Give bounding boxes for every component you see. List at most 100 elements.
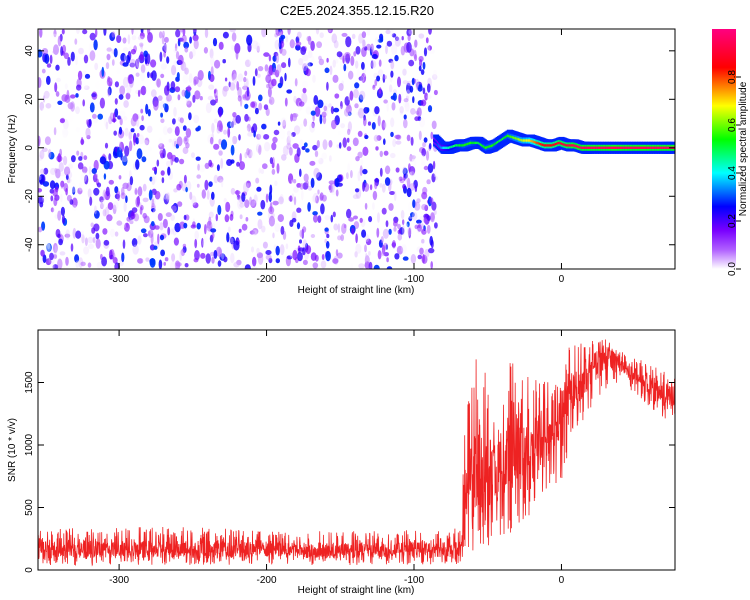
colorbar-tick-label: 0.2 [727, 214, 738, 228]
heatmap-cell [269, 201, 273, 213]
heatmap-cell [420, 99, 427, 107]
heatmap-cell [231, 32, 237, 42]
heatmap-cell [78, 181, 83, 192]
heatmap-cell [376, 75, 381, 82]
y-tick-label: -20 [24, 189, 35, 204]
heatmap-cell [123, 222, 130, 232]
heatmap-cell [328, 29, 332, 33]
heatmap-cell [179, 29, 184, 33]
heatmap-cell [256, 186, 262, 192]
heatmap-cell [150, 59, 157, 68]
heatmap-cell [83, 54, 89, 64]
heatmap-cell [126, 84, 132, 94]
heatmap-cell [302, 247, 306, 256]
heatmap-cell [376, 135, 382, 141]
y-tick-label: 0 [24, 145, 35, 151]
y-tick-label: 0 [24, 567, 35, 573]
heatmap-cell [116, 146, 122, 158]
heatmap-cell [54, 245, 58, 256]
heatmap-cell [379, 150, 383, 158]
heatmap-cell [171, 204, 177, 210]
heatmap-cell [335, 249, 339, 257]
heatmap-cell [60, 193, 63, 203]
heatmap-cell [265, 250, 272, 255]
heatmap-cell [386, 257, 389, 263]
heatmap-cell [307, 185, 313, 191]
heatmap-cell [152, 167, 158, 171]
heatmap-cell [410, 155, 417, 160]
heatmap-cell [406, 177, 411, 189]
heatmap-cell [408, 215, 413, 222]
heatmap-cell [145, 103, 149, 115]
heatmap-cell [132, 113, 139, 122]
heatmap-cell [284, 97, 288, 107]
heatmap-cell [381, 183, 386, 193]
heatmap-cell [84, 73, 91, 79]
heatmap-cell [424, 92, 428, 101]
heatmap-cell [89, 102, 95, 113]
heatmap-cell [216, 164, 220, 172]
heatmap-cell [60, 181, 64, 189]
heatmap-cell [246, 183, 252, 188]
heatmap-cell [218, 107, 222, 118]
heatmap-cell [49, 180, 56, 190]
heatmap-cell [372, 136, 375, 148]
heatmap-cell [265, 193, 269, 203]
heatmap-cell [70, 101, 75, 112]
heatmap-cell [398, 176, 403, 182]
heatmap-cell [210, 99, 217, 106]
heatmap-cell [64, 83, 68, 90]
heatmap-cell [70, 94, 76, 99]
heatmap-cell [260, 168, 265, 174]
heatmap-cell [264, 141, 271, 152]
heatmap-cell [430, 261, 434, 269]
heatmap-cell [355, 60, 359, 69]
heatmap-cell [125, 55, 131, 64]
heatmap-cell [127, 34, 131, 45]
heatmap-cell [328, 103, 332, 108]
heatmap-cell [243, 82, 247, 91]
heatmap-cell [68, 251, 73, 261]
heatmap-cell [47, 259, 52, 265]
heatmap-cell [282, 119, 287, 129]
heatmap-cell [320, 260, 327, 269]
heatmap-cell [38, 151, 41, 157]
heatmap-cell [74, 254, 80, 263]
heatmap-cell [378, 88, 382, 95]
heatmap-cell [57, 233, 61, 239]
heatmap-cell [153, 100, 159, 111]
heatmap-cell [72, 186, 76, 195]
heatmap-cell [162, 126, 169, 136]
heatmap-cell [250, 199, 257, 208]
heatmap-cell [206, 189, 210, 200]
heatmap-cell [94, 173, 98, 179]
heatmap-cell [417, 254, 423, 260]
heatmap-cell [360, 158, 364, 166]
heatmap-cell [385, 220, 389, 228]
heatmap-cell [391, 240, 396, 249]
heatmap-cell [391, 44, 398, 55]
heatmap-cell [380, 36, 384, 42]
heatmap-cell [88, 165, 92, 175]
heatmap-cell [338, 83, 344, 91]
heatmap-cell [244, 113, 249, 122]
heatmap-cell [286, 255, 293, 260]
heatmap-cell [406, 134, 411, 142]
heatmap-cell [112, 112, 116, 124]
heatmap-cell [166, 56, 170, 64]
heatmap-cell [189, 191, 193, 200]
heatmap-cell [409, 154, 413, 162]
heatmap-cell [380, 236, 384, 244]
heatmap-cell [197, 163, 201, 171]
heatmap-cell [267, 87, 272, 98]
heatmap-cell [106, 214, 113, 222]
heatmap-cell [376, 227, 380, 238]
heatmap-cell [137, 35, 145, 41]
heatmap-cell [163, 193, 170, 205]
heatmap-cell [89, 196, 93, 206]
heatmap-cell [296, 31, 302, 39]
heatmap-cell [289, 147, 293, 156]
heatmap-cell [112, 204, 117, 215]
heatmap-cell [126, 216, 131, 222]
